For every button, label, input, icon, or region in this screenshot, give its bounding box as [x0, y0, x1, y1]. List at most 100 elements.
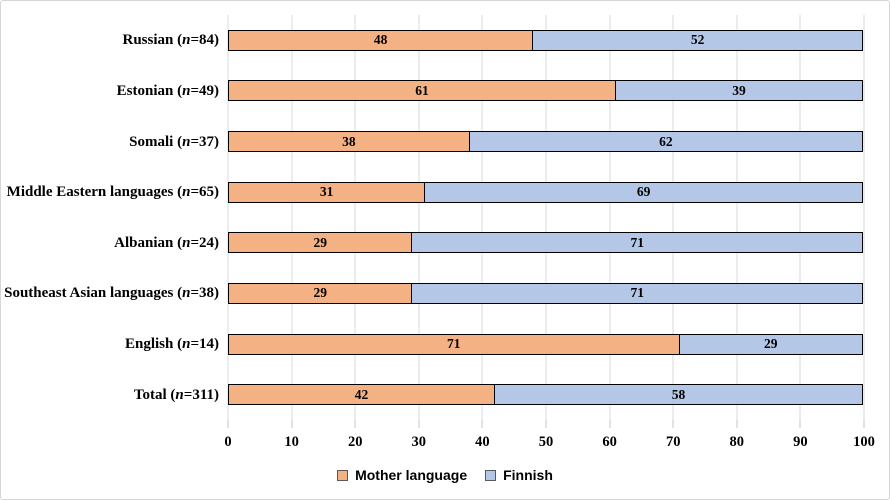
category-name: Russian: [122, 32, 174, 49]
mother-language-swatch-icon: [337, 469, 349, 481]
gridline: [545, 15, 547, 420]
legend-label: Finnish: [503, 467, 553, 483]
row-bars: 61 39: [228, 80, 864, 102]
chart-row: English (n=14) 71 29: [1, 319, 864, 370]
mother-language-segment: 42: [228, 384, 496, 406]
axis-tick: [609, 420, 611, 428]
legend-label: Mother language: [355, 467, 468, 483]
mother-language-segment: 31: [228, 181, 426, 203]
rows: Russian (n=84) 48 52 Estonian (n=49) 61 …: [1, 15, 864, 420]
gridline: [481, 15, 483, 420]
axis-tick: [418, 420, 420, 428]
gridline: [418, 15, 420, 420]
category-n: (n=49): [177, 82, 219, 99]
category-name: Somali: [129, 133, 174, 150]
gridline: [863, 15, 865, 420]
finnish-segment: 39: [614, 80, 863, 102]
category-name: Estonian: [116, 82, 174, 99]
gridline: [354, 15, 356, 420]
chart-row: Middle Eastern languages (n=65) 31 69: [1, 167, 864, 218]
finnish-segment: 58: [494, 384, 863, 406]
row-bars: 42 58: [228, 384, 864, 406]
mother-language-segment: 71: [228, 333, 680, 355]
axis-tick: [291, 420, 293, 428]
finnish-segment: 62: [468, 131, 863, 153]
row-bars: 29 71: [228, 282, 864, 304]
row-bars: 71 29: [228, 333, 864, 355]
row-bars: 29 71: [228, 232, 864, 254]
segment-value: 58: [671, 386, 686, 402]
chart-row: Total (n=311) 42 58: [1, 369, 864, 420]
category-name: Albanian: [114, 234, 174, 251]
axis-tick-label: 60: [602, 434, 617, 450]
segment-value: 52: [690, 32, 705, 48]
finnish-segment: 71: [411, 282, 863, 304]
axis-tick-label: 20: [347, 434, 363, 450]
legend-item-finnish: Finnish: [485, 467, 553, 483]
segment-value: 62: [659, 133, 673, 149]
category-name: Middle Eastern languages: [6, 184, 174, 201]
axis-tick: [354, 420, 356, 428]
mother-language-segment: 29: [228, 282, 413, 304]
axis-tick-label: 70: [665, 434, 681, 450]
category-name: English: [124, 336, 174, 353]
segment-value: 71: [630, 234, 644, 250]
category-label: Total (n=311): [1, 385, 228, 405]
axis-tick-label: 100: [853, 434, 875, 450]
category-n: (n=14): [177, 336, 219, 353]
segment-value: 29: [764, 336, 778, 352]
gridline: [799, 15, 801, 420]
segment-value: 31: [319, 184, 334, 200]
chart-row: Southeast Asian languages (n=38) 29 71: [1, 268, 864, 319]
segment-value: 29: [313, 285, 327, 301]
category-label: Southeast Asian languages (n=38): [1, 283, 228, 303]
category-n: (n=37): [177, 133, 219, 150]
category-name: Total: [133, 386, 167, 403]
category-label: English (n=14): [1, 334, 228, 354]
finnish-segment: 52: [532, 29, 863, 51]
category-n: (n=84): [177, 32, 219, 49]
category-label: Russian (n=84): [1, 30, 228, 50]
mother-language-segment: 48: [228, 29, 534, 51]
gridline: [227, 15, 229, 420]
x-axis-labels: 0 10 20 30 40 50 60 70 80 90 100: [224, 434, 875, 452]
segment-value: 61: [415, 82, 429, 98]
axis-tick: [227, 420, 229, 428]
row-bars: 31 69: [228, 181, 864, 203]
axis-tick-label: 30: [411, 434, 427, 450]
category-label: Estonian (n=49): [1, 81, 228, 101]
axis-tick-label: 90: [793, 434, 808, 450]
segment-value: 38: [342, 133, 356, 149]
finnish-swatch-icon: [485, 469, 497, 481]
axis-tick-label: 50: [538, 434, 554, 450]
category-label: Albanian (n=24): [1, 233, 228, 253]
gridline: [736, 15, 738, 420]
segment-value: 42: [354, 386, 369, 402]
segment-value: 48: [373, 32, 388, 48]
axis-tick: [863, 420, 865, 428]
segment-value: 29: [313, 234, 327, 250]
category-name: Southeast Asian languages: [4, 285, 174, 302]
category-label: Middle Eastern languages (n=65): [1, 182, 228, 202]
segment-value: 71: [447, 336, 461, 352]
axis-tick-label: 10: [284, 434, 299, 450]
category-n: (n=38): [177, 285, 219, 302]
row-bars: 38 62: [228, 131, 864, 153]
finnish-segment: 29: [678, 333, 863, 355]
axis-tick: [799, 420, 801, 428]
axis-tick: [481, 420, 483, 428]
segment-value: 39: [732, 82, 746, 98]
gridline: [672, 15, 674, 420]
category-label: Somali (n=37): [1, 132, 228, 152]
axis-tick: [672, 420, 674, 428]
gridline: [291, 15, 293, 420]
mother-language-segment: 38: [228, 131, 470, 153]
axis-tick-label: 0: [224, 434, 232, 450]
chart-row: Somali (n=37) 38 62: [1, 116, 864, 167]
axis-ticks: [227, 420, 865, 428]
chart-row: Estonian (n=49) 61 39: [1, 66, 864, 117]
plot-gridlines: [227, 15, 865, 420]
axis-tick: [736, 420, 738, 428]
category-n: (n=65): [177, 184, 219, 201]
axis-tick-label: 40: [475, 434, 490, 450]
